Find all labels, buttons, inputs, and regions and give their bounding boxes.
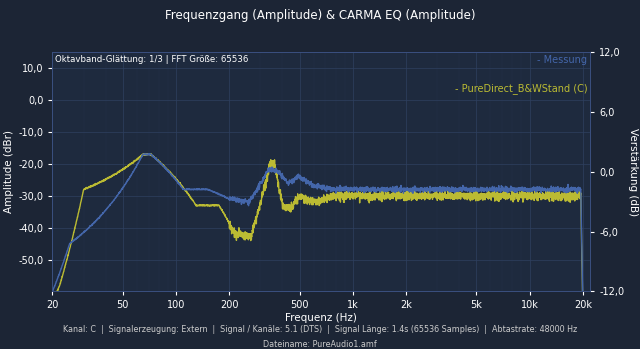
- Text: - PureDirect_B&WStand (C): - PureDirect_B&WStand (C): [455, 83, 588, 94]
- Y-axis label: Verstärkung (dB): Verstärkung (dB): [628, 128, 638, 216]
- Text: Frequenzgang (Amplitude) & CARMA EQ (Amplitude): Frequenzgang (Amplitude) & CARMA EQ (Amp…: [164, 9, 476, 22]
- Y-axis label: Amplitude (dBr): Amplitude (dBr): [4, 131, 14, 213]
- Text: Kanal: C  |  Signalerzeugung: Extern  |  Signal / Kanäle: 5.1 (DTS)  |  Signal L: Kanal: C | Signalerzeugung: Extern | Sig…: [63, 325, 577, 334]
- Text: Dateiname: PureAudio1.amf: Dateiname: PureAudio1.amf: [263, 340, 377, 349]
- Text: Oktavband-Glättung: 1/3 | FFT Größe: 65536: Oktavband-Glättung: 1/3 | FFT Größe: 655…: [55, 55, 248, 64]
- X-axis label: Frequenz (Hz): Frequenz (Hz): [285, 313, 357, 323]
- Text: - Messung: - Messung: [538, 55, 588, 65]
